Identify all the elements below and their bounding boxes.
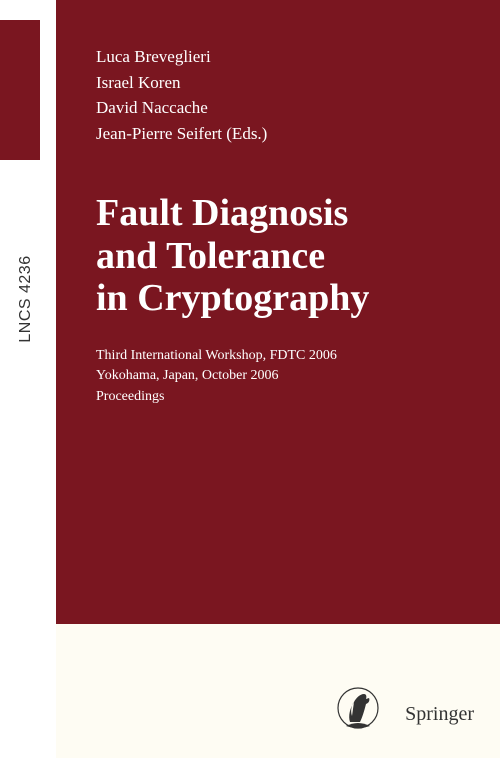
subtitle-line: Yokohama, Japan, October 2006 [96, 366, 337, 386]
editor-line: Jean-Pierre Seifert (Eds.) [96, 121, 267, 147]
subtitle-block: Third International Workshop, FDTC 2006 … [96, 346, 337, 407]
editor-line: Luca Breveglieri [96, 44, 267, 70]
book-cover: LNCS 4236 Luca Breveglieri Israel Koren … [0, 0, 500, 758]
editors-block: Luca Breveglieri Israel Koren David Nacc… [96, 44, 267, 146]
subtitle-line: Proceedings [96, 387, 337, 407]
series-label: LNCS 4236 [17, 249, 35, 349]
subtitle-line: Third International Workshop, FDTC 2006 [96, 346, 337, 366]
main-panel: Luca Breveglieri Israel Koren David Nacc… [56, 20, 500, 624]
title-line: Fault Diagnosis [96, 192, 369, 235]
title-block: Fault Diagnosis and Tolerance in Cryptog… [96, 192, 369, 320]
top-strip [0, 0, 500, 20]
title-line: in Cryptography [96, 277, 369, 320]
editor-line: David Naccache [96, 95, 267, 121]
spine-red-block [0, 20, 40, 160]
title-line: and Tolerance [96, 235, 369, 278]
publisher-name: Springer [405, 703, 474, 726]
springer-horse-icon [336, 682, 380, 736]
bottom-panel: Springer [56, 624, 500, 758]
editor-line: Israel Koren [96, 70, 267, 96]
